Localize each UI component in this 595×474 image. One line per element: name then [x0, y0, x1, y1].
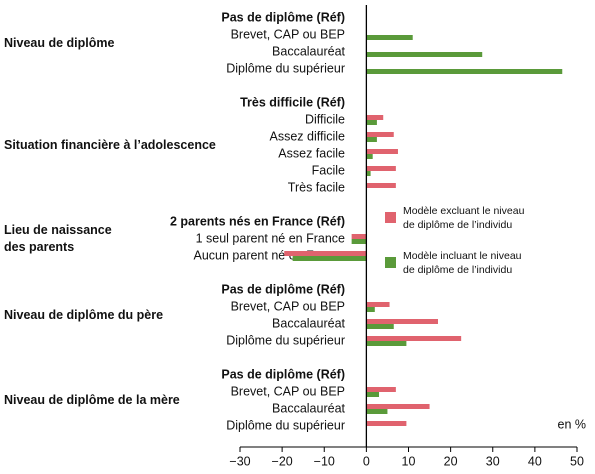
x-tick-label: 20: [444, 454, 458, 468]
bar: [366, 409, 388, 414]
row-label: Pas de diplôme (Réf): [221, 10, 345, 24]
bar: [351, 234, 367, 239]
group-label: Situation financière à l’adolescence: [4, 138, 216, 152]
x-tick-label: 0: [363, 454, 370, 468]
bar: [366, 404, 430, 409]
bar: [366, 52, 483, 57]
bar: [366, 319, 438, 324]
bar: [366, 171, 371, 176]
row-label: Très facile: [288, 180, 345, 194]
x-tick-label: 50: [570, 454, 584, 468]
row-label: Assez facile: [278, 146, 345, 160]
bar: [366, 149, 398, 154]
bar: [366, 154, 373, 159]
bar: [366, 307, 375, 312]
x-tick-label: −20: [272, 454, 293, 468]
bar: [366, 120, 377, 125]
row-label: Brevet, CAP ou BEP: [231, 299, 345, 313]
row-label: Baccalauréat: [272, 316, 345, 330]
row-label: 2 parents nés en France (Réf): [170, 214, 345, 228]
bar: [366, 132, 394, 137]
bar: [366, 183, 396, 188]
unit-label: en %: [558, 417, 587, 431]
bar: [351, 239, 367, 244]
row-label: Facile: [312, 163, 345, 177]
row-label: Diplôme du supérieur: [226, 418, 345, 432]
bar: [366, 341, 407, 346]
bar: [366, 69, 563, 74]
bar: [366, 336, 462, 341]
row-label: Baccalauréat: [272, 44, 345, 58]
row-label: 1 seul parent né en France: [196, 231, 345, 245]
x-tick-label: −30: [229, 454, 250, 468]
bar: [366, 115, 384, 120]
row-label: Brevet, CAP ou BEP: [231, 384, 345, 398]
row-label: Diplôme du supérieur: [226, 333, 345, 347]
bar: [366, 392, 380, 397]
row-label: Très difficile (Réf): [240, 95, 345, 109]
row-label: Pas de diplôme (Réf): [221, 367, 345, 381]
bar: [366, 35, 413, 40]
row-label: Difficile: [305, 112, 345, 126]
group-label: Lieu de naissance des parents: [4, 223, 112, 254]
row-label: Pas de diplôme (Réf): [221, 282, 345, 296]
bar: [292, 256, 367, 261]
bar: [366, 302, 390, 307]
row-label: Brevet, CAP ou BEP: [231, 27, 345, 41]
group-label: Niveau de diplôme: [4, 36, 115, 50]
legend-label: Modèle incluant le niveau de diplôme de …: [403, 250, 522, 276]
x-tick-label: −10: [314, 454, 335, 468]
group-label: Niveau de diplôme de la mère: [4, 393, 180, 407]
bar: [284, 251, 367, 256]
row-label: Assez difficile: [270, 129, 346, 143]
x-tick-label: 10: [402, 454, 416, 468]
legend-swatch: [385, 212, 396, 223]
x-tick-label: 40: [528, 454, 542, 468]
bar: [366, 421, 407, 426]
legend-swatch: [385, 257, 396, 268]
legend-label: Modèle excluant le niveau de diplôme de …: [403, 205, 525, 231]
row-label: Diplôme du supérieur: [226, 61, 345, 75]
bar: [366, 324, 394, 329]
bar: [366, 137, 377, 142]
row-label: Baccalauréat: [272, 401, 345, 415]
x-tick-label: 30: [486, 454, 500, 468]
bar: [366, 387, 396, 392]
bar: [366, 166, 396, 171]
group-label: Niveau de diplôme du père: [4, 308, 164, 322]
